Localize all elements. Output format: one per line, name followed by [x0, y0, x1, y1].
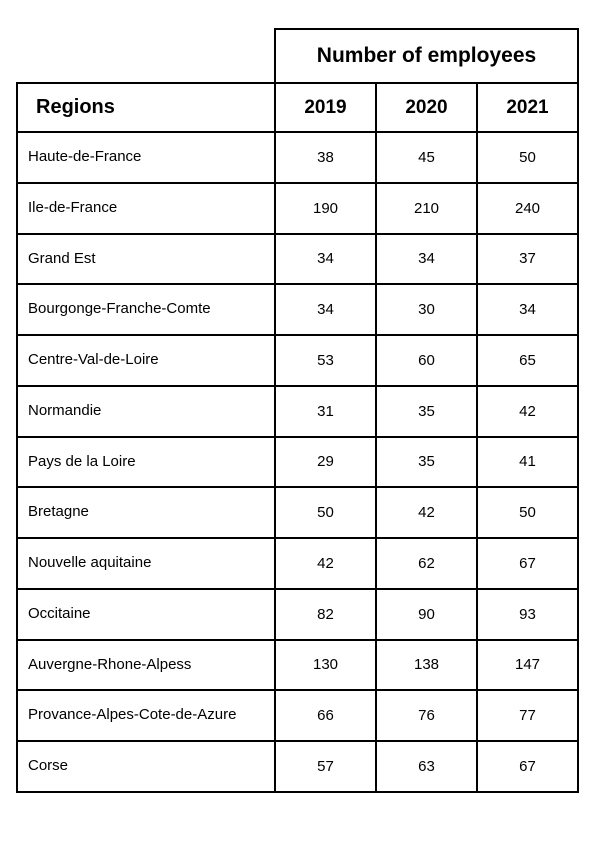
regions-header-cell: Regions: [17, 83, 275, 132]
value-cell: 31: [275, 386, 376, 437]
region-cell: Auvergne-Rhone-Alpess: [17, 640, 275, 691]
value-cell: 50: [275, 487, 376, 538]
value-cell: 65: [477, 335, 578, 386]
value-cell: 42: [376, 487, 477, 538]
value-cell: 34: [275, 284, 376, 335]
value-cell: 57: [275, 741, 376, 792]
value-cell: 67: [477, 741, 578, 792]
value-cell: 190: [275, 183, 376, 234]
table-body: Haute-de-France384550Ile-de-France190210…: [17, 132, 578, 792]
value-cell: 34: [477, 284, 578, 335]
value-cell: 67: [477, 538, 578, 589]
value-cell: 63: [376, 741, 477, 792]
table-row: Haute-de-France384550: [17, 132, 578, 183]
region-cell: Bourgonge-Franche-Comte: [17, 284, 275, 335]
table-row: Bourgonge-Franche-Comte343034: [17, 284, 578, 335]
value-cell: 82: [275, 589, 376, 640]
value-cell: 62: [376, 538, 477, 589]
value-cell: 77: [477, 690, 578, 741]
value-cell: 34: [376, 234, 477, 285]
value-cell: 37: [477, 234, 578, 285]
table-row: Centre-Val-de-Loire536065: [17, 335, 578, 386]
region-cell: Corse: [17, 741, 275, 792]
table-header-row: Regions 2019 2020 2021: [17, 83, 578, 132]
table-row: Grand Est343437: [17, 234, 578, 285]
page: Number of employees Regions 2019 2020 20…: [0, 0, 595, 817]
value-cell: 35: [376, 437, 477, 488]
value-cell: 38: [275, 132, 376, 183]
table-row: Corse576367: [17, 741, 578, 792]
year-2021-header-cell: 2021: [477, 83, 578, 132]
table-row: Normandie313542: [17, 386, 578, 437]
table-super-header-row: Number of employees: [17, 29, 578, 83]
value-cell: 60: [376, 335, 477, 386]
region-cell: Nouvelle aquitaine: [17, 538, 275, 589]
value-cell: 30: [376, 284, 477, 335]
table-row: Occitaine829093: [17, 589, 578, 640]
value-cell: 240: [477, 183, 578, 234]
value-cell: 45: [376, 132, 477, 183]
region-cell: Ile-de-France: [17, 183, 275, 234]
value-cell: 50: [477, 487, 578, 538]
table-row: Nouvelle aquitaine426267: [17, 538, 578, 589]
table-row: Provance-Alpes-Cote-de-Azure667677: [17, 690, 578, 741]
region-cell: Occitaine: [17, 589, 275, 640]
value-cell: 66: [275, 690, 376, 741]
table-row: Pays de la Loire293541: [17, 437, 578, 488]
employees-table: Number of employees Regions 2019 2020 20…: [16, 28, 579, 793]
region-cell: Haute-de-France: [17, 132, 275, 183]
region-cell: Grand Est: [17, 234, 275, 285]
value-cell: 210: [376, 183, 477, 234]
region-cell: Bretagne: [17, 487, 275, 538]
region-cell: Pays de la Loire: [17, 437, 275, 488]
year-2020-header-cell: 2020: [376, 83, 477, 132]
year-2019-header-cell: 2019: [275, 83, 376, 132]
value-cell: 41: [477, 437, 578, 488]
value-cell: 53: [275, 335, 376, 386]
value-cell: 76: [376, 690, 477, 741]
super-header-cell: Number of employees: [275, 29, 578, 83]
region-cell: Provance-Alpes-Cote-de-Azure: [17, 690, 275, 741]
value-cell: 42: [477, 386, 578, 437]
value-cell: 90: [376, 589, 477, 640]
value-cell: 130: [275, 640, 376, 691]
value-cell: 147: [477, 640, 578, 691]
value-cell: 35: [376, 386, 477, 437]
table-row: Bretagne504250: [17, 487, 578, 538]
value-cell: 93: [477, 589, 578, 640]
value-cell: 138: [376, 640, 477, 691]
value-cell: 42: [275, 538, 376, 589]
region-cell: Centre-Val-de-Loire: [17, 335, 275, 386]
value-cell: 50: [477, 132, 578, 183]
value-cell: 34: [275, 234, 376, 285]
table-row: Ile-de-France190210240: [17, 183, 578, 234]
value-cell: 29: [275, 437, 376, 488]
empty-corner-cell: [17, 29, 275, 83]
table-row: Auvergne-Rhone-Alpess130138147: [17, 640, 578, 691]
region-cell: Normandie: [17, 386, 275, 437]
